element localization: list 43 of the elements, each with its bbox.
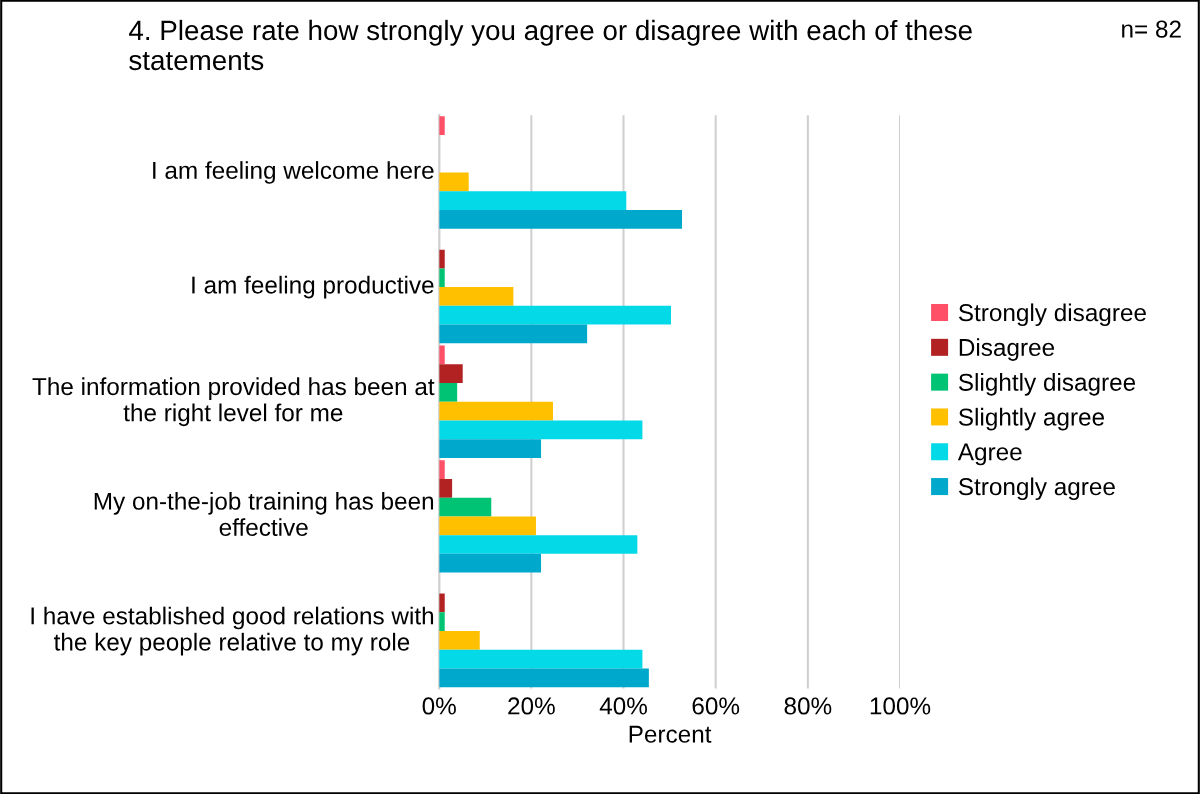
bar	[439, 268, 445, 288]
bar	[439, 420, 643, 440]
x-tick-label: 20%	[508, 697, 555, 715]
y-tick-label: I am feeling welcome here	[153, 161, 434, 184]
bar	[439, 287, 514, 306]
bar	[439, 497, 492, 517]
bar	[439, 209, 683, 229]
legend-label: Disagree	[959, 338, 1055, 361]
bar	[439, 116, 445, 135]
legend-label: Slightly agree	[958, 407, 1105, 431]
y-tick-label: I am feeling productive	[192, 275, 434, 299]
x-tick-label: 0%	[422, 697, 456, 715]
x-tick-label: 60%	[692, 697, 740, 715]
legend-label: Agree	[957, 443, 1022, 466]
y-tick-label: The information provided has been at the right level for me	[32, 377, 435, 427]
legend-label: Slightly disagree	[958, 373, 1136, 396]
x-tick-label: 80%	[784, 697, 832, 715]
bar	[439, 460, 445, 479]
bar	[439, 401, 554, 421]
x-axis-title: Percent	[629, 725, 712, 743]
bar	[439, 305, 671, 325]
bar	[439, 383, 458, 402]
bar	[439, 612, 445, 632]
bar	[439, 191, 627, 210]
bar	[439, 478, 453, 498]
legend-label: Strongly disagree	[958, 303, 1146, 327]
bar	[439, 649, 643, 669]
chart-title: 4. Please rate how strongly you agree or disagree with each of these statements	[129, 19, 972, 71]
x-tick-label: 40%	[599, 697, 647, 715]
bar	[439, 364, 463, 384]
bar	[439, 631, 480, 650]
bar	[439, 553, 542, 573]
bar	[439, 535, 638, 554]
bar	[439, 516, 536, 536]
bar	[439, 324, 588, 344]
x-tick-label: 100%	[870, 697, 931, 715]
bar	[439, 439, 542, 458]
text: n= 82	[1122, 20, 1181, 38]
legend-label: Strongly agree	[958, 477, 1115, 501]
y-tick-label: My on-the-job training has been effective	[94, 492, 434, 537]
bar	[439, 668, 649, 688]
y-tick-label: I have established good relations with the key people relative to my role	[31, 606, 434, 656]
bar	[439, 172, 469, 192]
